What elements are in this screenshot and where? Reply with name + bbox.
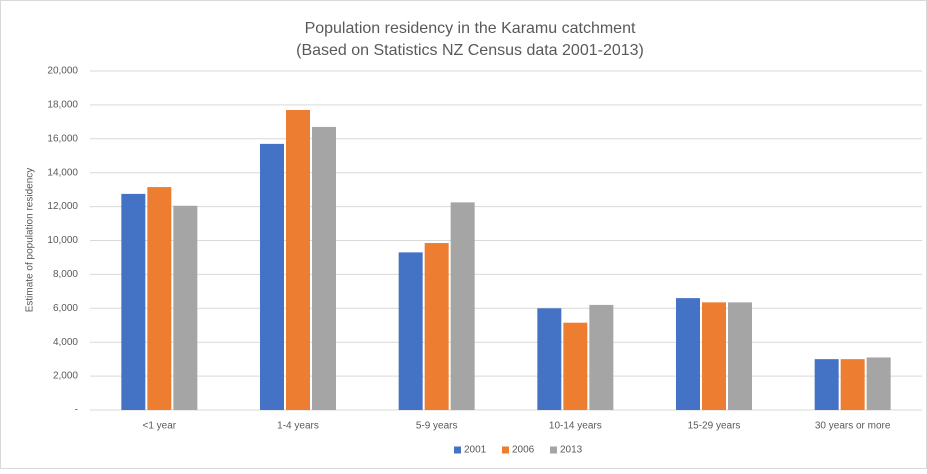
bar xyxy=(173,205,198,410)
y-tick-label: 6,000 xyxy=(53,303,78,314)
y-tick-label: 16,000 xyxy=(47,133,78,144)
x-tick-label: <1 year xyxy=(143,421,177,432)
x-tick-label: 10-14 years xyxy=(549,421,602,432)
legend-swatch xyxy=(502,446,509,454)
bar xyxy=(728,302,752,410)
bar xyxy=(814,359,839,410)
x-tick-label: 30 years or more xyxy=(815,421,891,432)
y-tick-label: 18,000 xyxy=(47,100,78,111)
bar xyxy=(121,193,146,410)
bar xyxy=(424,243,449,410)
chart-title: Population residency in the Karamu catch… xyxy=(305,20,636,37)
legend-label: 2006 xyxy=(512,445,535,456)
bar xyxy=(563,322,588,410)
y-tick-label: 10,000 xyxy=(47,235,78,246)
legend-swatch xyxy=(454,446,461,454)
bar xyxy=(260,143,284,410)
legend-swatch xyxy=(550,446,557,454)
y-tick-label: - xyxy=(75,405,78,416)
legend-label: 2013 xyxy=(560,445,583,456)
bar xyxy=(866,357,891,410)
bar xyxy=(676,298,700,410)
x-tick-label: 5-9 years xyxy=(416,421,458,432)
y-tick-label: 2,000 xyxy=(53,371,78,382)
bar xyxy=(589,304,614,410)
bar xyxy=(537,308,562,410)
bar xyxy=(840,359,865,410)
chart-subtitle: (Based on Statistics NZ Census data 2001… xyxy=(296,42,644,59)
x-tick-label: 15-29 years xyxy=(688,421,741,432)
bar xyxy=(312,126,336,410)
y-tick-label: 12,000 xyxy=(47,201,78,212)
bar xyxy=(450,202,475,410)
y-tick-label: 20,000 xyxy=(47,66,78,77)
bar xyxy=(147,187,172,410)
bar xyxy=(286,109,310,411)
legend-label: 2001 xyxy=(464,445,487,456)
y-tick-label: 8,000 xyxy=(53,269,78,280)
y-tick-label: 14,000 xyxy=(47,167,78,178)
x-tick-label: 1-4 years xyxy=(277,421,319,432)
bar xyxy=(398,252,423,410)
y-tick-label: 4,000 xyxy=(53,337,78,348)
bar xyxy=(702,302,726,410)
y-axis-label: Estimate of population residency xyxy=(25,168,36,313)
